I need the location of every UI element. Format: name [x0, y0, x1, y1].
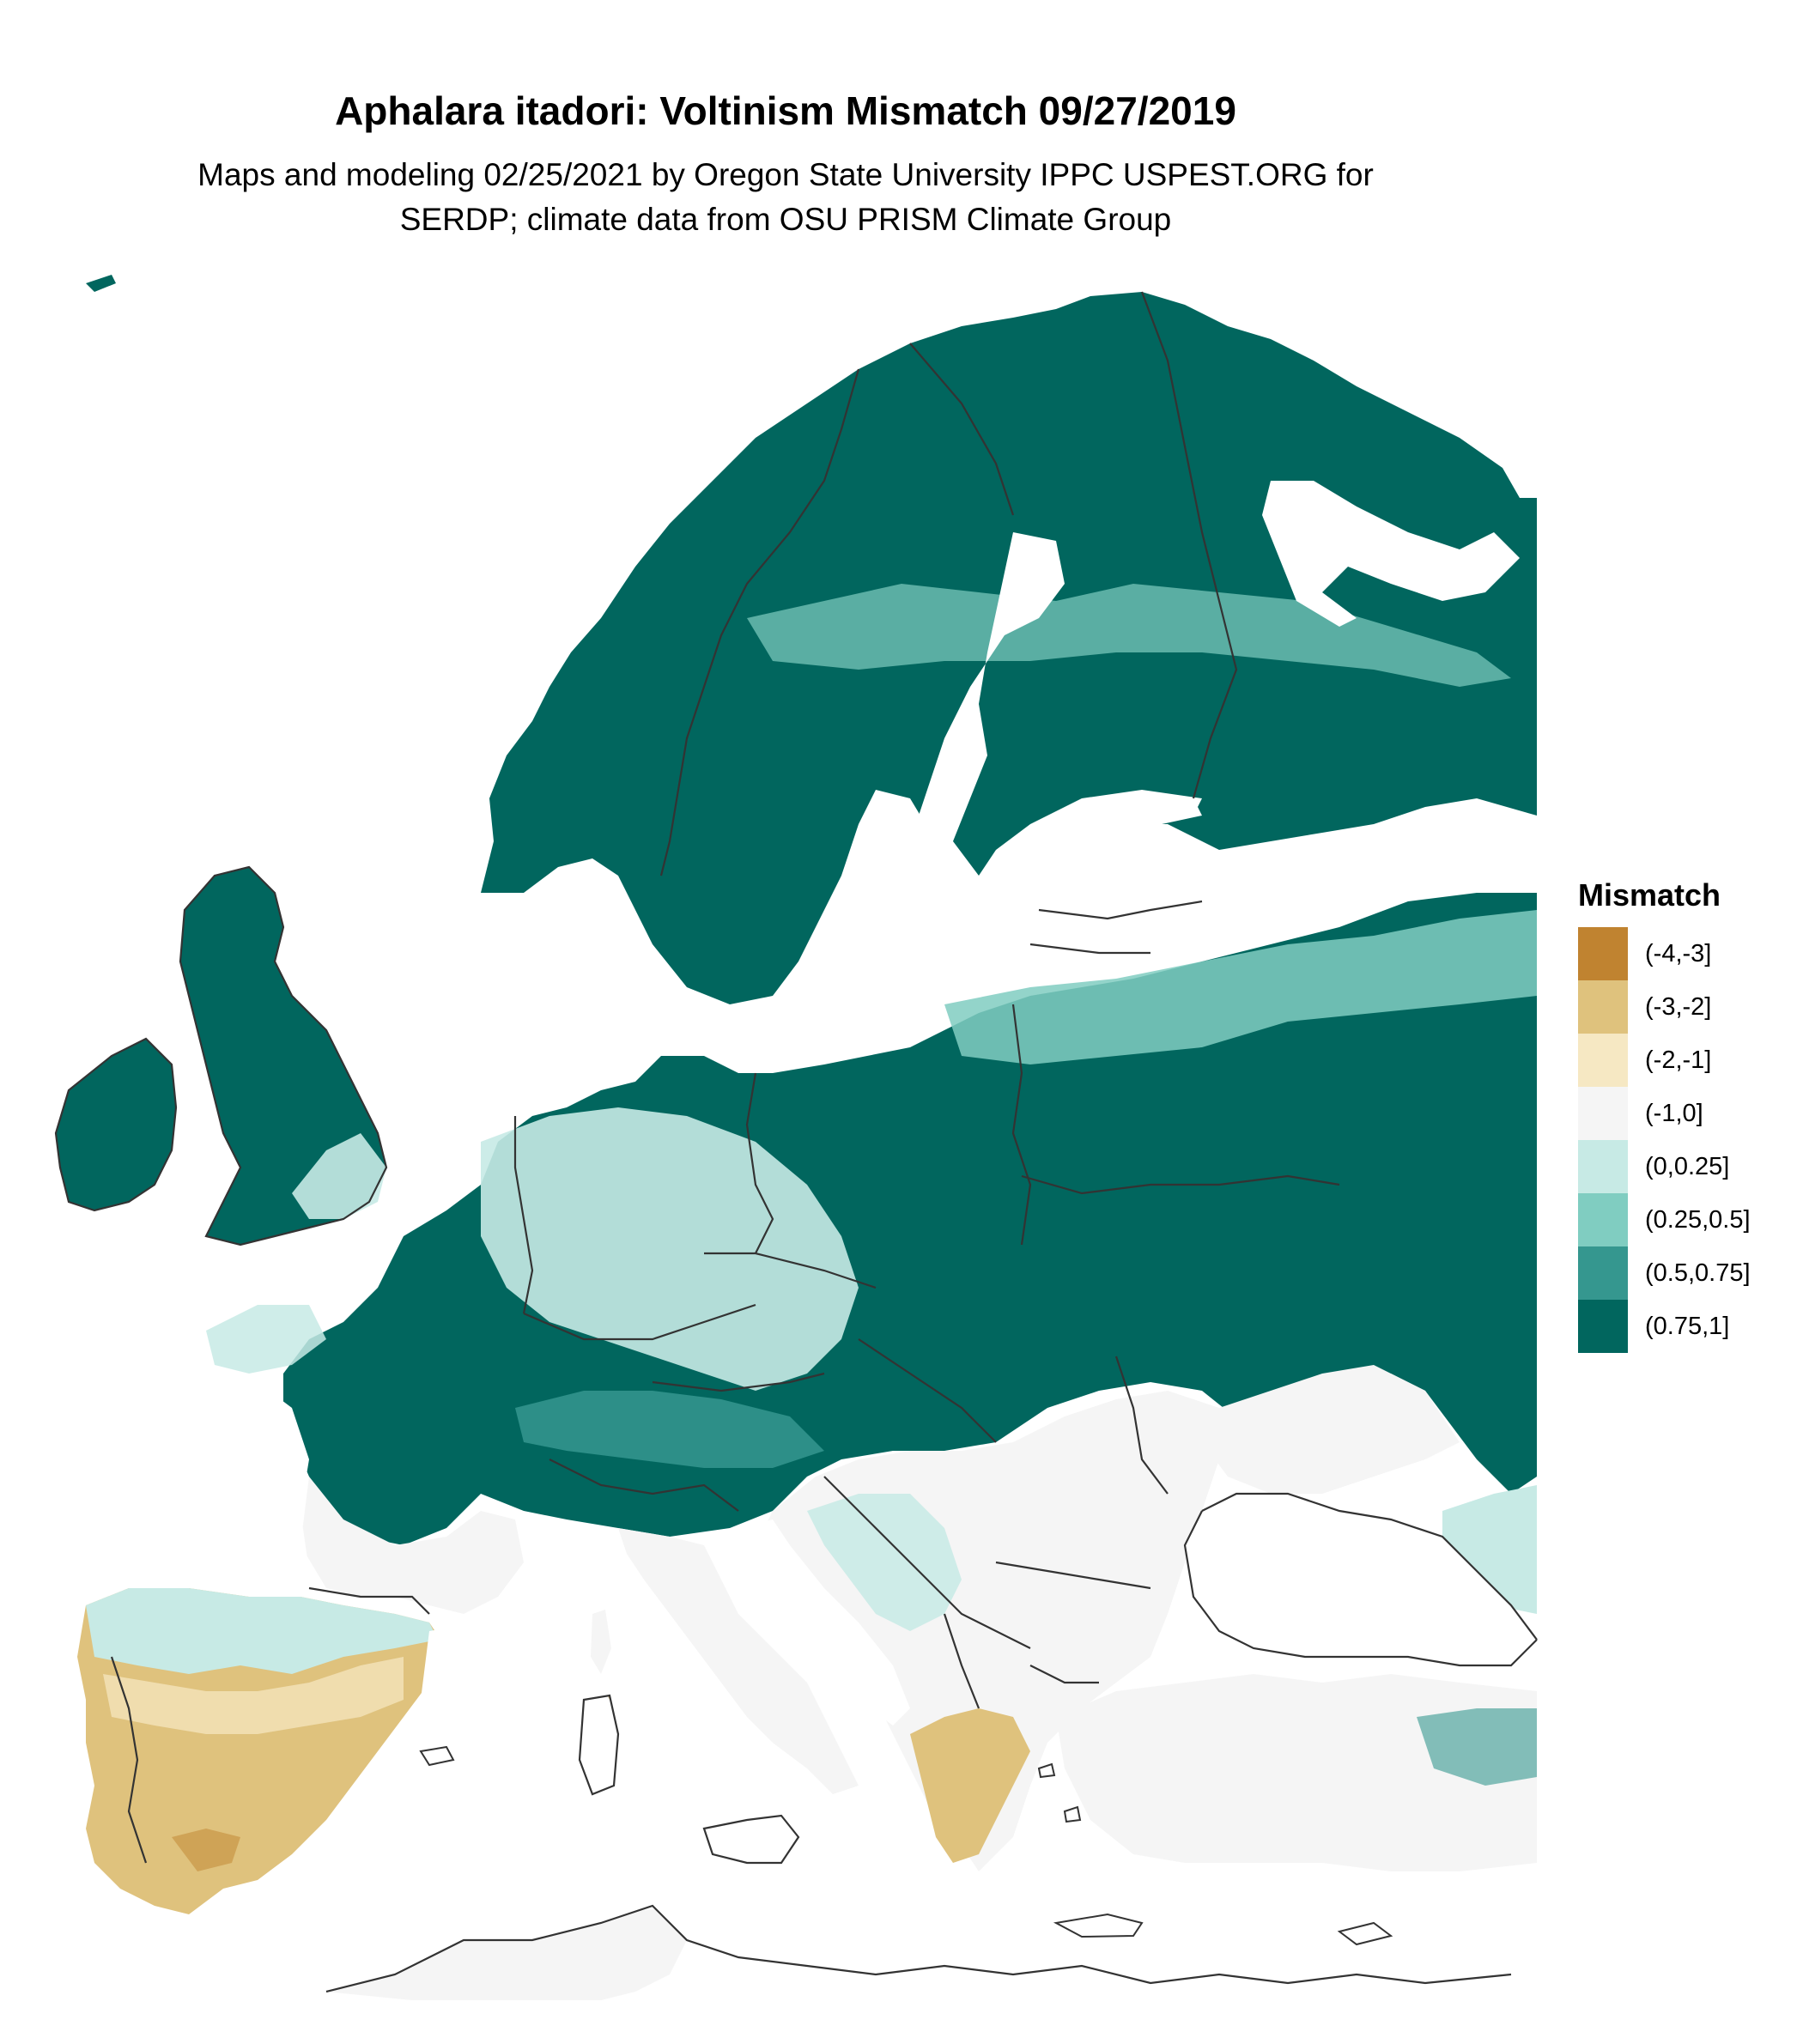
legend-item: (0,0.25] [1578, 1140, 1784, 1193]
band-france-west [206, 1305, 326, 1374]
map-title: Aphalara itadori: Voltinism Mismatch 09/… [335, 88, 1236, 133]
legend-item: (-1,0] [1578, 1087, 1784, 1140]
region-france-south [300, 1477, 524, 1614]
islands [419, 1745, 1393, 1946]
legend-label: (-1,0] [1645, 1099, 1703, 1127]
border-romania-moldova [1114, 1356, 1169, 1495]
region-ukraine-south [1168, 1365, 1460, 1494]
legend: Mismatch (-4,-3] (-3,-2] (-2,-1] (-1,0] (0,0… [1578, 877, 1784, 1353]
island-crete [1053, 1913, 1144, 1938]
border-poland-east [1011, 1004, 1032, 1246]
band-iberia-dark [172, 1829, 240, 1871]
sea-baltic [884, 532, 1202, 987]
legend-swatch [1578, 1034, 1628, 1087]
legend-label: (0.25,0.5] [1645, 1205, 1751, 1234]
island-cyprus [1337, 1921, 1393, 1946]
legend-label: (0.5,0.75] [1645, 1259, 1751, 1287]
border-germany-poland [745, 1072, 774, 1254]
coast-ireland [54, 1037, 178, 1212]
band-baltic-light [944, 910, 1537, 1064]
sea-white-sea [1262, 481, 1520, 627]
legend-swatch [1578, 1140, 1628, 1193]
band-balkans-green [807, 1494, 962, 1631]
legend-label: (0,0.25] [1645, 1152, 1730, 1180]
sea-mediterranean [326, 1614, 1065, 1940]
sea-adriatic [738, 1519, 910, 1726]
band-anatolia-east [1417, 1708, 1537, 1786]
region-greece [910, 1708, 1030, 1863]
border-baltics [1029, 900, 1203, 955]
legend-swatch [1578, 1300, 1628, 1353]
island-balearic [419, 1745, 455, 1767]
region-iberia-north [86, 1588, 438, 1674]
border-italy-north [549, 1459, 739, 1512]
legend-item: (0.75,1] [1578, 1300, 1784, 1353]
border-austria [652, 1372, 825, 1392]
region-italy [618, 1528, 859, 1794]
border-belarus-ukraine [1021, 1174, 1340, 1195]
legend-label: (0.75,1] [1645, 1312, 1730, 1340]
border-sweden-finland [909, 343, 1015, 516]
border-germany-west [513, 1116, 534, 1314]
map-subtitle: Maps and modeling 02/25/2021 by Oregon S… [0, 153, 1571, 242]
border-hungary-romania [858, 1338, 997, 1443]
sea-gulf-of-finland [1022, 798, 1202, 858]
coastlines [54, 865, 1538, 1993]
subtitle-line-1: Maps and modeling 02/25/2021 by Oregon S… [197, 157, 1374, 192]
legend-item: (-2,-1] [1578, 1034, 1784, 1087]
border-greece-turkey [1029, 1665, 1099, 1684]
border-germany-south [523, 1303, 756, 1341]
border-bulgaria [995, 1561, 1151, 1590]
legend-swatch [1578, 1087, 1628, 1140]
legend-title: Mismatch [1578, 877, 1721, 913]
coast-sardinia [578, 1694, 620, 1796]
region-north-africa [326, 1906, 687, 2000]
region-central-europe [283, 893, 1537, 1545]
coast-black-sea [1183, 1492, 1538, 1667]
region-anatolia [1056, 1674, 1537, 1871]
legend-rows: (-4,-3] (-3,-2] (-2,-1] (-1,0] (0,0.25] (0.25… [1578, 927, 1784, 1353]
border-spain-portugal [110, 1656, 148, 1864]
legend-swatch [1578, 927, 1628, 980]
sea-bay-of-biscay [172, 1374, 309, 1580]
band-alps [515, 1391, 824, 1468]
border-finland-russia [1140, 291, 1238, 799]
border-czech [704, 1252, 877, 1289]
coast-britain [179, 865, 388, 1246]
coast-north-africa [325, 1904, 1512, 1993]
band-britain-south [292, 1133, 386, 1219]
region-iceland-fragment [86, 275, 116, 292]
legend-label: (-3,-2] [1645, 992, 1712, 1021]
legend-item: (-3,-2] [1578, 980, 1784, 1034]
legend-swatch [1578, 980, 1628, 1034]
subtitle-line-2: SERDP; climate data from OSU PRISM Clima… [399, 202, 1172, 237]
mismatch-bands [103, 584, 1537, 1871]
legend-item: (-4,-3] [1578, 927, 1784, 980]
region-corsica [591, 1610, 611, 1674]
island-aegean-2 [1063, 1805, 1082, 1823]
seas [172, 481, 1537, 1940]
region-ireland [56, 1039, 176, 1210]
legend-swatch [1578, 1193, 1628, 1246]
legend-swatch [1578, 1246, 1628, 1300]
legend-item: (0.25,0.5] [1578, 1193, 1784, 1246]
coast-sicily [702, 1814, 800, 1865]
legend-label: (-2,-1] [1645, 1046, 1712, 1074]
border-norway-sweden [659, 368, 860, 876]
sea-black-sea [1185, 1494, 1537, 1665]
island-aegean-1 [1037, 1762, 1056, 1779]
band-iberia-interior [103, 1657, 404, 1734]
band-carpathian [481, 1107, 859, 1391]
border-balkans [823, 1476, 1031, 1709]
border-france-spain [308, 1586, 430, 1615]
legend-item: (0.5,0.75] [1578, 1246, 1784, 1300]
country-borders [110, 291, 1340, 1864]
legend-label: (-4,-3] [1645, 939, 1712, 967]
